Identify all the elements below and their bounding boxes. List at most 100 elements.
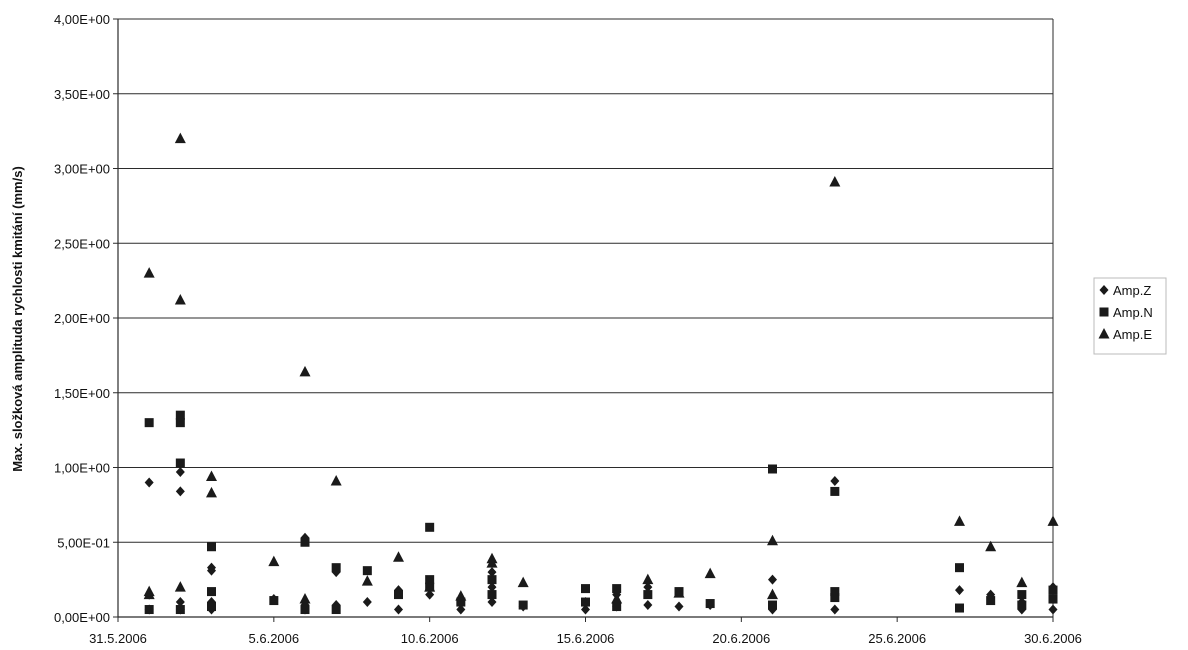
x-tick-labels: 31.5.2006 5.6.2006 10.6.2006 15.6.2006 20.6.… [89,617,1082,646]
legend-item: Amp.Z [1099,283,1151,298]
data-point [830,593,840,603]
data-point [394,590,403,600]
data-point [830,587,840,597]
data-point [175,597,185,608]
data-point [174,294,186,305]
data-point [986,596,996,606]
x-tick-label: 25.6.2006 [868,631,926,646]
data-point [299,365,311,377]
data-point [985,540,997,552]
y-tick-label: 5,00E-01 [57,535,110,550]
legend-label: Amp.E [1113,327,1152,342]
legend-marker [1098,328,1110,339]
data-points [143,132,1059,615]
data-point [704,567,716,579]
data-point [487,582,497,593]
y-tick-label: 2,00E+00 [54,311,110,326]
legend-item: Amp.N [1099,305,1153,320]
legend-label: Amp.N [1113,305,1153,320]
data-point [425,575,435,585]
data-point [425,589,435,600]
data-point [394,604,403,615]
y-tick-label: 0,00E+00 [54,610,110,625]
data-point [642,573,654,585]
data-point [517,576,529,588]
data-point [674,601,684,612]
data-point [768,600,777,610]
data-point [207,602,216,612]
data-point [643,600,653,611]
data-point [456,604,466,615]
data-point [175,418,185,428]
data-point [581,604,590,615]
data-point [1017,600,1027,610]
data-point [955,603,964,613]
data-point [425,522,435,532]
data-point [487,590,497,600]
data-point [207,587,216,597]
data-point [768,574,777,585]
legend-item: Amp.E [1098,327,1152,342]
data-point [144,477,154,488]
y-tick-label: 4,00E+00 [54,12,110,27]
legend-marker [1099,307,1109,317]
data-point [269,596,279,606]
data-point [486,557,498,568]
data-point [424,581,436,592]
data-point [268,555,280,567]
data-point [393,551,404,562]
data-point [144,418,154,428]
data-point [612,584,622,594]
data-point [175,466,185,477]
data-point [955,563,964,573]
data-point [206,470,217,481]
data-point [1047,515,1059,526]
data-point [768,464,777,474]
data-point [175,605,185,615]
x-tick-label: 20.6.2006 [712,631,770,646]
data-point [1048,585,1058,595]
data-point [456,597,466,607]
gridlines [113,18,1053,618]
data-point [767,534,778,546]
data-point [331,563,341,573]
x-tick-label: 30.6.2006 [1024,631,1082,646]
data-point [1048,604,1058,615]
data-point [612,602,622,612]
data-point [1016,576,1028,588]
x-tick-label: 15.6.2006 [557,631,615,646]
data-point [581,597,590,607]
data-point [207,542,216,552]
data-point [175,486,185,497]
series-amp-e [143,132,1059,604]
legend-marker [1099,285,1109,295]
y-axis-label: Max. složková amplituda rychlosti kmitán… [10,166,25,472]
legend-label: Amp.Z [1113,283,1151,298]
data-point [643,590,653,600]
legend: Amp.Z Amp.N Amp.E [1093,277,1167,355]
data-point [643,582,653,593]
data-point [955,585,964,596]
data-point [300,537,310,547]
y-tick-label: 1,50E+00 [54,386,110,401]
series-amp-n [144,410,1058,615]
data-point [143,588,155,600]
x-tick-label: 31.5.2006 [89,631,147,646]
data-point [331,605,341,615]
data-point [487,597,497,608]
y-tick-label: 3,50E+00 [54,87,110,102]
data-point [611,593,623,604]
data-point [143,267,155,278]
data-point [705,599,715,609]
y-tick-label: 2,50E+00 [54,236,110,251]
y-tick-labels: 0,00E+00 5,00E-01 1,00E+00 1,50E+00 2,00E+00… [54,12,110,625]
data-point [207,565,216,576]
data-point [455,590,467,601]
data-point [830,475,840,486]
data-point [174,581,186,592]
data-point [1017,590,1027,600]
data-point [175,458,185,468]
data-point [175,410,185,420]
y-tick-label: 1,00E+00 [54,461,110,476]
